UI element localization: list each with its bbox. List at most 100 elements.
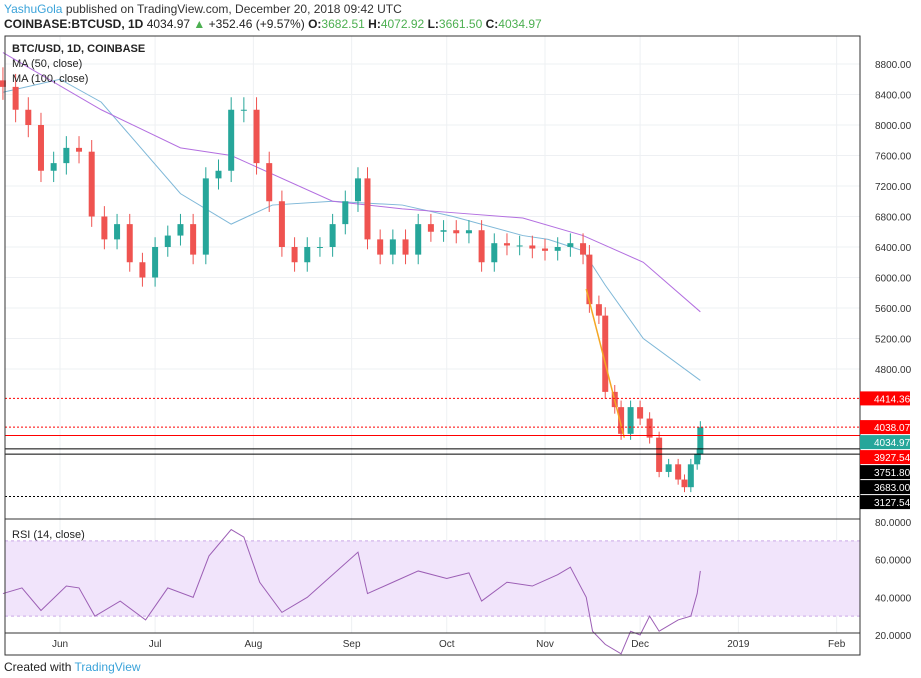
ma100-legend[interactable]: MA (100, close) (12, 73, 89, 85)
candle-up (687, 464, 694, 488)
price-tick-label: 8000.00 (875, 121, 912, 132)
candle-down (580, 243, 587, 255)
candle-up (554, 247, 561, 251)
rsi-tick-label: 40.0000 (875, 593, 912, 604)
rsi-band (5, 540, 860, 617)
candle-up (516, 245, 523, 247)
candle-down (681, 479, 688, 488)
level-price-label: 4414.36 (874, 394, 911, 405)
candle-up (665, 464, 672, 472)
candle-up (114, 224, 121, 240)
candle-up (177, 224, 184, 236)
price-tick-label: 8400.00 (875, 91, 912, 102)
candle-down (190, 224, 197, 255)
candle-down (529, 245, 536, 249)
price-change: +352.46 (+9.57%) (208, 17, 305, 31)
ma50-legend[interactable]: MA (50, close) (12, 58, 83, 70)
price-tick-label: 6000.00 (875, 274, 912, 285)
candle-down (675, 464, 682, 480)
footer: Created with TradingView (4, 660, 141, 674)
level-price-tag (860, 450, 910, 465)
candle-up (354, 178, 361, 202)
candle-up (329, 224, 336, 247)
chart-title: BTC/USD, 1D, COINBASE (12, 43, 146, 55)
time-tick-label: Jul (149, 639, 162, 650)
time-tick-label: Jun (52, 639, 68, 650)
price-tick-label: 4800.00 (875, 365, 912, 376)
price-tick-label: 7200.00 (875, 182, 912, 193)
close-value: 4034.97 (498, 17, 542, 31)
price-tick-label: 6800.00 (875, 213, 912, 224)
ma100-line (2, 52, 701, 313)
candle-down (595, 304, 602, 316)
up-arrow-icon: ▲ (193, 17, 206, 31)
open-label: O: (308, 17, 322, 31)
time-tick-label: Oct (439, 639, 455, 650)
level-price-label: 3927.54 (874, 453, 911, 464)
rsi-legend[interactable]: RSI (14, close) (12, 529, 85, 541)
time-tick-label: Sep (343, 639, 361, 650)
candle-up (152, 247, 159, 278)
candle-down (12, 86, 19, 110)
candle-up (215, 170, 222, 179)
candle-down (76, 147, 83, 152)
time-tick-label: Nov (536, 639, 554, 650)
price-tick-label: 5200.00 (875, 335, 912, 346)
author-link[interactable]: YashuGola (4, 2, 63, 16)
candle-up (304, 247, 311, 263)
candle-down (402, 239, 409, 255)
candle-up (440, 230, 447, 232)
candle-down (618, 407, 625, 434)
candle-down (101, 216, 108, 240)
last-price-tag (860, 435, 910, 450)
candle-down (37, 125, 44, 171)
candle-up (342, 201, 349, 225)
price-tick-label: 7600.00 (875, 152, 912, 163)
candle-up (50, 163, 57, 171)
time-tick-label: Feb (828, 639, 846, 650)
candle-down (0, 80, 6, 87)
created-with: Created with (4, 660, 72, 674)
candle-down (427, 224, 434, 232)
high-value: 4072.92 (380, 17, 425, 31)
low-label: L: (427, 17, 439, 31)
level-price-tag (860, 495, 910, 510)
candle-down (291, 247, 298, 263)
candle-up (228, 109, 235, 171)
candle-up (240, 109, 247, 111)
candle-down (364, 178, 371, 240)
plot-frame (4, 35, 861, 656)
candle-up (316, 247, 323, 248)
rsi-tick-label: 60.0000 (875, 556, 912, 567)
time-tick-label: Aug (244, 639, 262, 650)
candle-up (389, 239, 396, 255)
tradingview-logo[interactable]: TradingView (74, 660, 141, 674)
publish-info: YashuGola published on TradingView.com, … (4, 2, 402, 16)
candle-down (637, 407, 644, 419)
candle-up (697, 427, 704, 455)
candle-down (656, 437, 663, 472)
candle-up (465, 230, 472, 234)
candle-up (415, 224, 422, 255)
candle-down (278, 201, 285, 247)
level-price-label: 4038.07 (874, 423, 911, 434)
time-tick-label: 2019 (727, 639, 750, 650)
symbol-info: COINBASE:BTCUSD, 1D 4034.97 ▲ +352.46 (+… (4, 17, 542, 31)
high-label: H: (368, 17, 381, 31)
level-price-tag (860, 391, 910, 406)
rsi-tick-label: 80.0000 (875, 518, 912, 529)
level-price-tag (860, 465, 910, 480)
candle-down (602, 315, 609, 392)
candle-down (586, 254, 593, 305)
last-price: 4034.97 (146, 17, 191, 31)
level-price-label: 3751.80 (874, 468, 911, 479)
level-price-label: 3683.00 (874, 483, 911, 494)
candle-down (453, 230, 460, 234)
level-price-tag (860, 480, 910, 495)
price-tick-label: 6400.00 (875, 243, 912, 254)
time-tick-label: Dec (631, 639, 649, 650)
last-price-label: 4034.97 (874, 438, 911, 449)
candle-down (542, 248, 549, 251)
publish-text: published on TradingView.com, December 2… (65, 2, 402, 16)
